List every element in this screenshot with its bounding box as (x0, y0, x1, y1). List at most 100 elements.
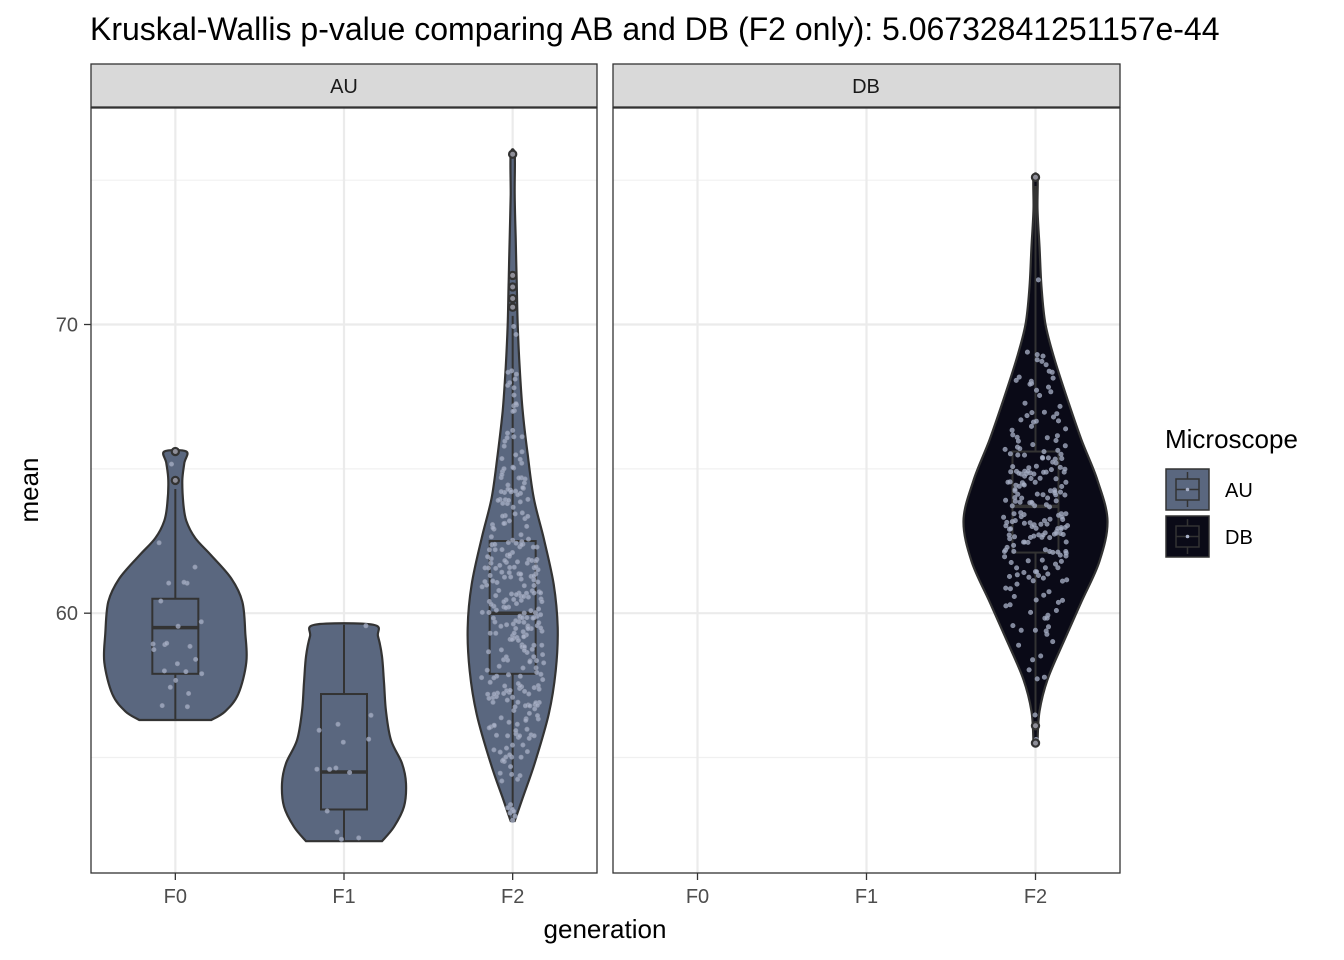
point (1015, 491, 1021, 497)
point (485, 649, 491, 655)
point (497, 749, 503, 755)
point (1007, 586, 1013, 592)
point (512, 813, 518, 819)
point (502, 558, 508, 564)
point (511, 392, 517, 398)
point (1062, 492, 1068, 498)
point (519, 510, 525, 516)
point (338, 836, 344, 842)
point (513, 371, 519, 377)
point (485, 691, 491, 697)
point (513, 540, 519, 546)
point (198, 619, 204, 625)
point (513, 601, 519, 607)
point (199, 671, 205, 677)
point (174, 661, 180, 667)
point (509, 636, 515, 642)
point (1030, 657, 1036, 663)
point (511, 385, 517, 391)
point (504, 435, 510, 441)
strip-label-db: DB (852, 76, 880, 98)
point (501, 574, 507, 580)
point (493, 732, 499, 738)
point (499, 456, 505, 462)
point (520, 665, 526, 671)
marks-au (102, 148, 559, 843)
point (1027, 381, 1033, 387)
point (510, 621, 516, 627)
point (1019, 495, 1025, 501)
point (1053, 498, 1059, 504)
point (539, 599, 545, 605)
legend-label-au: AU (1225, 480, 1253, 502)
point (522, 688, 528, 694)
point (1022, 400, 1028, 406)
point (525, 594, 531, 600)
point (517, 733, 523, 739)
point (531, 654, 537, 660)
point (521, 593, 527, 599)
point (334, 829, 340, 835)
point (490, 578, 496, 584)
point (513, 488, 519, 494)
point (510, 504, 516, 510)
point (524, 615, 530, 621)
point (486, 725, 492, 731)
point (512, 511, 518, 517)
point (502, 683, 508, 689)
point (1011, 548, 1017, 554)
point (538, 625, 544, 631)
point (1058, 558, 1064, 564)
point (1062, 524, 1068, 530)
point (505, 733, 511, 739)
point (1011, 593, 1017, 599)
x-tick-label-F0: F0 (164, 886, 187, 908)
point (1041, 409, 1047, 415)
x-axis-title: generation (544, 914, 667, 944)
x-tick-label-F1: F1 (332, 886, 355, 908)
point (502, 438, 508, 444)
point (1009, 427, 1015, 433)
x-tick-label-F0: F0 (686, 886, 709, 908)
point (524, 726, 530, 732)
point (507, 764, 513, 770)
point (1024, 413, 1030, 419)
point (1040, 455, 1046, 461)
point (504, 622, 510, 628)
point (503, 745, 509, 751)
point (1022, 473, 1028, 479)
marks-db (962, 172, 1109, 748)
point (533, 558, 539, 564)
legend-key-db (1165, 515, 1210, 558)
point (518, 754, 524, 760)
strip-au (90, 63, 598, 108)
point (511, 564, 517, 570)
point (540, 677, 546, 683)
point (1050, 375, 1056, 381)
point (1031, 471, 1037, 477)
point (494, 579, 500, 585)
point (1046, 624, 1052, 630)
point (498, 715, 504, 721)
point (164, 640, 170, 646)
point (1001, 548, 1007, 554)
point (524, 560, 530, 566)
point (514, 559, 520, 565)
point (499, 778, 505, 784)
point (515, 681, 521, 687)
point (509, 742, 515, 748)
outlier-db-f2 (1030, 738, 1041, 748)
point (151, 647, 157, 653)
point (1005, 479, 1011, 485)
point (1042, 518, 1048, 524)
point (1014, 434, 1020, 440)
point (1004, 544, 1010, 550)
point (1040, 353, 1046, 359)
point (1034, 387, 1040, 393)
point (534, 669, 540, 675)
point (500, 500, 506, 506)
point (1016, 642, 1022, 648)
point (510, 464, 516, 470)
point (158, 598, 164, 604)
facet-db: DB (612, 63, 1121, 874)
